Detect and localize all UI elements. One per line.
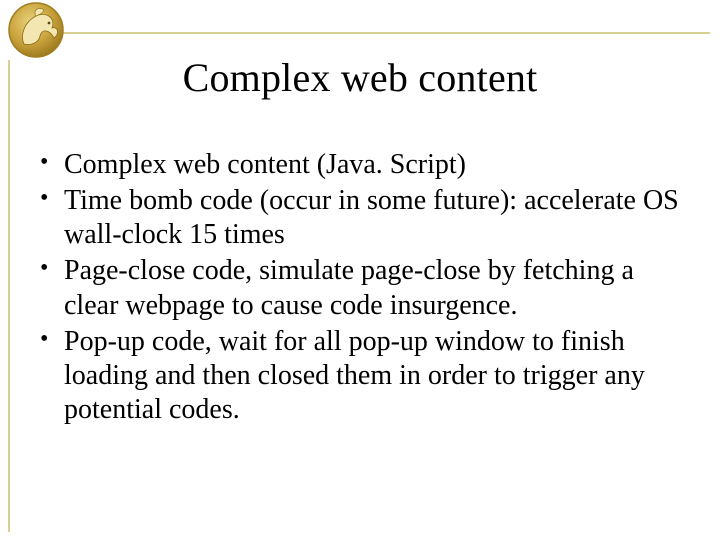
list-item: Pop-up code, wait for all pop-up window …: [34, 325, 680, 427]
list-item: Page-close code, simulate page-close by …: [34, 254, 680, 322]
bullet-text: Time bomb code (occur in some future): a…: [64, 185, 679, 250]
slide-body: Complex web content (Java. Script) Time …: [34, 148, 680, 429]
pegasus-logo-icon: [6, 0, 66, 60]
bullet-text: Pop-up code, wait for all pop-up window …: [64, 326, 645, 425]
list-item: Time bomb code (occur in some future): a…: [34, 184, 680, 252]
top-divider: [54, 32, 710, 34]
bullet-text: Complex web content (Java. Script): [64, 149, 466, 180]
bullet-text: Page-close code, simulate page-close by …: [64, 255, 634, 320]
slide-title: Complex web content: [0, 54, 720, 101]
slide: Complex web content Complex web content …: [0, 0, 720, 540]
left-divider: [8, 60, 10, 532]
list-item: Complex web content (Java. Script): [34, 148, 680, 182]
bullet-list: Complex web content (Java. Script) Time …: [34, 148, 680, 427]
